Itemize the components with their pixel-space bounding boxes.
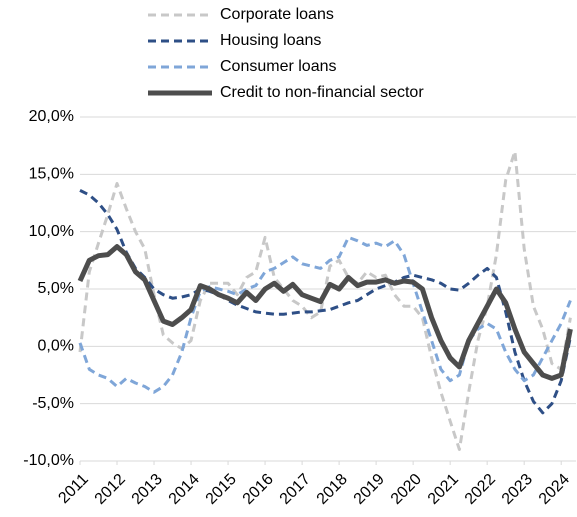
series-line [78, 149, 572, 451]
x-tick-label: 2014 [166, 471, 203, 508]
y-tick-label: 5,0% [38, 280, 74, 297]
legend-label: Housing loans [220, 32, 321, 49]
x-tick-label: 2023 [499, 471, 536, 508]
x-tick-label: 2012 [92, 471, 129, 508]
y-tick-label: 20,0% [29, 108, 74, 125]
y-tick-label: -10,0% [23, 452, 74, 469]
x-tick-label: 2019 [351, 471, 388, 508]
x-tick-label: 2021 [425, 471, 462, 508]
x-tick-label: 2022 [462, 471, 499, 508]
legend-label: Corporate loans [220, 6, 334, 23]
x-tick-label: 2024 [536, 471, 573, 508]
series-line [78, 235, 572, 394]
x-tick-label: 2016 [240, 471, 277, 508]
legend-label: Consumer loans [220, 58, 337, 75]
x-tick-label: 2013 [129, 471, 166, 508]
series-line [77, 244, 573, 381]
x-tick-label: 2018 [314, 471, 351, 508]
x-tick-label: 2017 [277, 471, 314, 508]
y-tick-label: 10,0% [29, 223, 74, 240]
x-tick-label: 2011 [55, 471, 91, 507]
x-tick-label: 2015 [203, 471, 240, 508]
series-line [79, 189, 572, 415]
y-tick-label: 0,0% [38, 338, 74, 355]
y-tick-label: 15,0% [29, 166, 74, 183]
x-tick-label: 2020 [388, 471, 425, 508]
y-tick-label: -5,0% [32, 395, 74, 412]
legend-label: Credit to non-financial sector [220, 84, 424, 101]
